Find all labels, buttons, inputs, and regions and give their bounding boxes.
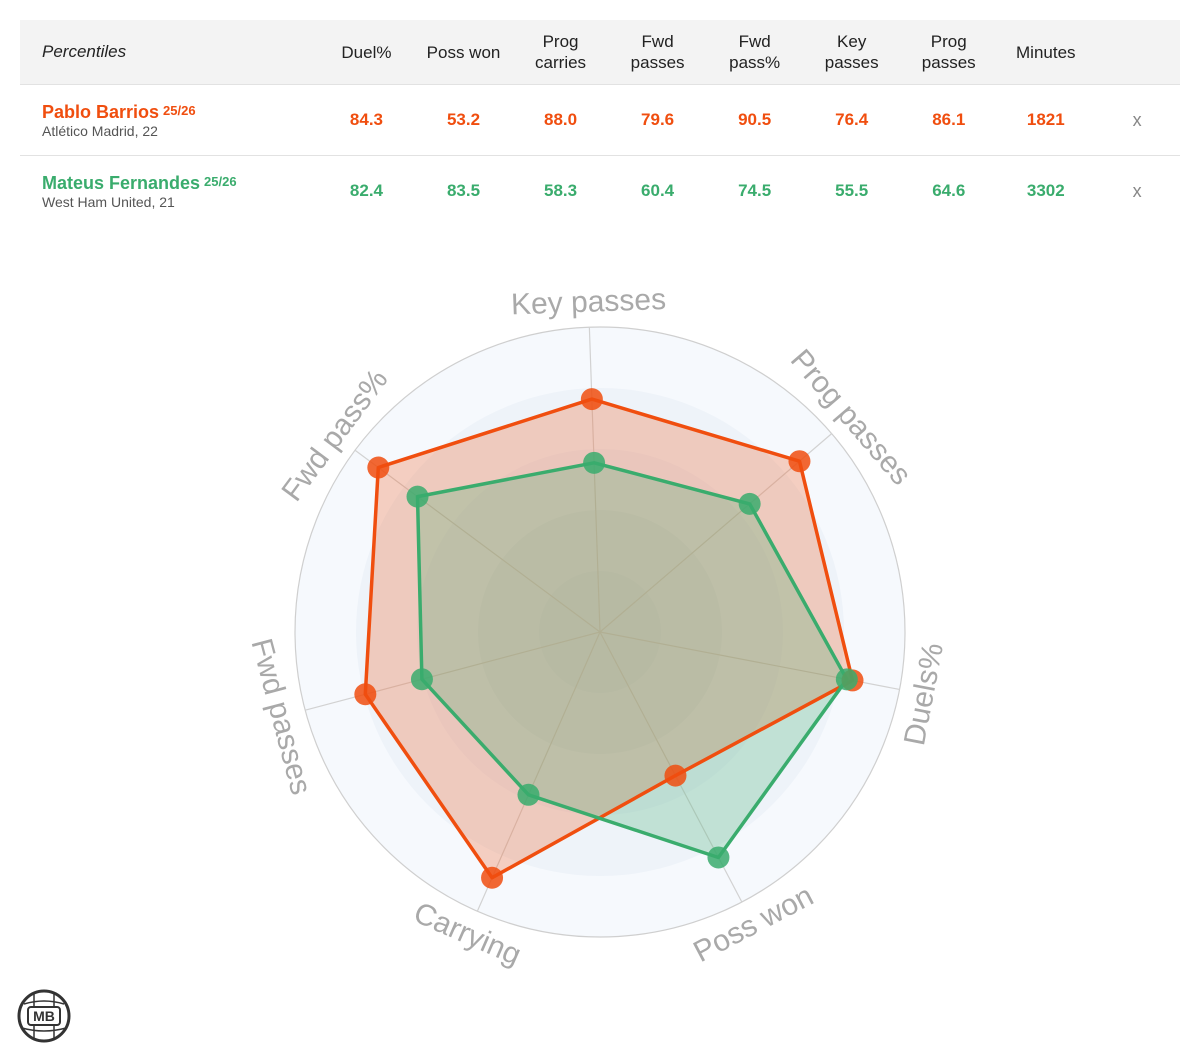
player-name[interactable]: Pablo Barrios — [42, 101, 160, 122]
player-team: West Ham United, 21 — [42, 193, 175, 210]
remove-player-button[interactable]: x — [1132, 109, 1142, 130]
stat-minutes: 1821 — [1026, 110, 1065, 129]
stat-value: 58.3 — [544, 181, 578, 200]
stat-value: 83.5 — [446, 181, 481, 200]
axis-spoke — [588, 327, 601, 633]
axis-spoke — [476, 631, 601, 912]
player-season: 25/26 — [163, 102, 196, 118]
player-name[interactable]: Mateus Fernandes — [42, 172, 201, 193]
axis-spoke — [354, 449, 601, 633]
stat-value: 53.2 — [446, 110, 481, 129]
data-point-fernandes — [517, 783, 540, 806]
stat-value: 76.4 — [835, 110, 869, 129]
header-fwd-pass-pct: Fwd pass% — [729, 32, 781, 72]
data-point-barrios — [481, 866, 504, 889]
player-cell: Mateus Fernandes 25/26 West Ham United, 2… — [20, 173, 318, 210]
header-duel-pct: Duel% — [341, 42, 392, 62]
axis-label: Duels% — [898, 640, 950, 748]
stat-value: 82.4 — [349, 181, 383, 200]
header-percentiles: Percentiles — [42, 42, 127, 61]
logo-text: MB — [33, 1008, 55, 1024]
stat-value: 74.5 — [738, 181, 772, 200]
mb-logo-icon: MB — [17, 989, 71, 1043]
player-team: Atlético Madrid, 22 — [42, 122, 158, 139]
data-point-fernandes — [410, 668, 433, 691]
data-point-barrios — [580, 388, 603, 411]
data-point-barrios — [788, 450, 811, 473]
stat-value: 55.5 — [835, 181, 869, 200]
player-season: 25/26 — [204, 173, 237, 189]
data-point-fernandes — [835, 668, 858, 691]
header-prog-carries: Prog carries — [535, 32, 587, 72]
stat-value: 86.1 — [932, 110, 966, 129]
table-row: Pablo Barrios 25/26 Atlético Madrid, 22 8… — [20, 85, 1180, 156]
data-point-barrios — [354, 683, 377, 706]
header-minutes: Minutes — [1016, 42, 1076, 62]
data-point-fernandes — [738, 492, 761, 515]
stat-value: 64.6 — [932, 181, 966, 200]
data-point-barrios — [664, 764, 687, 787]
series-line-fernandes — [415, 461, 849, 860]
header-fwd-passes: Fwd passes — [630, 32, 685, 72]
axis-label: Key passes — [510, 283, 666, 321]
percentile-table: Percentiles Duel% Poss won Prog carries F… — [20, 20, 1180, 226]
remove-player-button[interactable]: x — [1132, 180, 1142, 201]
axis-spoke — [305, 631, 601, 711]
stat-value: 90.5 — [738, 110, 772, 129]
data-point-fernandes — [583, 451, 606, 474]
data-point-fernandes — [707, 846, 730, 869]
header-key-passes: Key passes — [824, 32, 879, 72]
stat-value: 84.3 — [349, 110, 383, 129]
stat-value: 79.6 — [641, 110, 675, 129]
player-cell: Pablo Barrios 25/26 Atlético Madrid, 22 — [20, 102, 318, 139]
data-point-fernandes — [406, 485, 429, 508]
series-line-barrios — [363, 397, 855, 880]
header-prog-passes: Prog passes — [921, 32, 976, 72]
stat-minutes: 3302 — [1026, 181, 1065, 200]
stat-value: 60.4 — [641, 181, 675, 200]
series-area-fernandes — [417, 462, 847, 858]
data-point-barrios — [367, 456, 390, 479]
stat-value: 88.0 — [544, 110, 578, 129]
table-header: Percentiles Duel% Poss won Prog carries F… — [20, 20, 1180, 85]
series-area-barrios — [365, 399, 853, 878]
table-row: Mateus Fernandes 25/26 West Ham United, 2… — [20, 156, 1180, 226]
header-poss-won: Poss won — [426, 42, 501, 62]
